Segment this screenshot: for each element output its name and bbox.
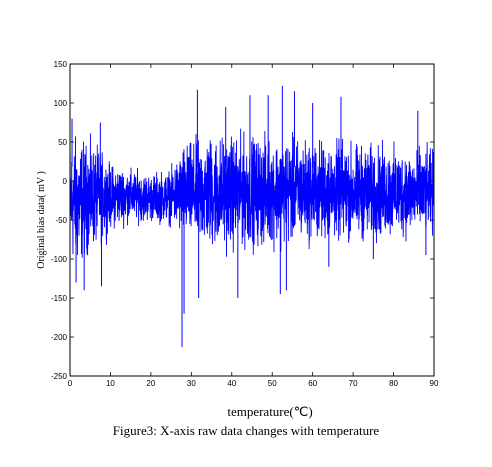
y-tick-label: -100	[51, 255, 68, 264]
y-tick-label: 100	[54, 99, 68, 108]
x-tick-label: 60	[308, 379, 317, 388]
y-tick-label: -150	[51, 294, 68, 303]
spike-layer	[71, 85, 427, 348]
y-axis: 150 100 50 0 -50 -100 -150 -200 -250	[51, 60, 434, 381]
figure-caption: Figure3: X-axis raw data changes with te…	[112, 423, 380, 438]
x-tick-label: 70	[349, 379, 358, 388]
x-tick-label: 90	[430, 379, 439, 388]
x-tick-label: 80	[389, 379, 398, 388]
x-tick-label: 30	[187, 379, 196, 388]
y-tick-label: 150	[54, 60, 68, 69]
y-tick-label: -50	[55, 216, 67, 225]
y-axis-title: Original bias data( mV )	[36, 171, 47, 269]
x-tick-label: 50	[268, 379, 277, 388]
x-tick-label: 40	[227, 379, 236, 388]
signal-line	[69, 128, 435, 258]
y-tick-label: 50	[58, 138, 67, 147]
x-tick-label: 20	[146, 379, 155, 388]
y-tick-label: 0	[63, 177, 68, 186]
y-tick-label: -200	[51, 333, 68, 342]
x-tick-label: 0	[68, 379, 73, 388]
y-tick-label: -250	[51, 372, 68, 381]
x-axis: 0 10 20 30 40 50 60 70 80 90	[68, 64, 439, 388]
x-axis-title: temperature(℃)	[227, 404, 312, 419]
x-tick-label: 10	[106, 379, 115, 388]
